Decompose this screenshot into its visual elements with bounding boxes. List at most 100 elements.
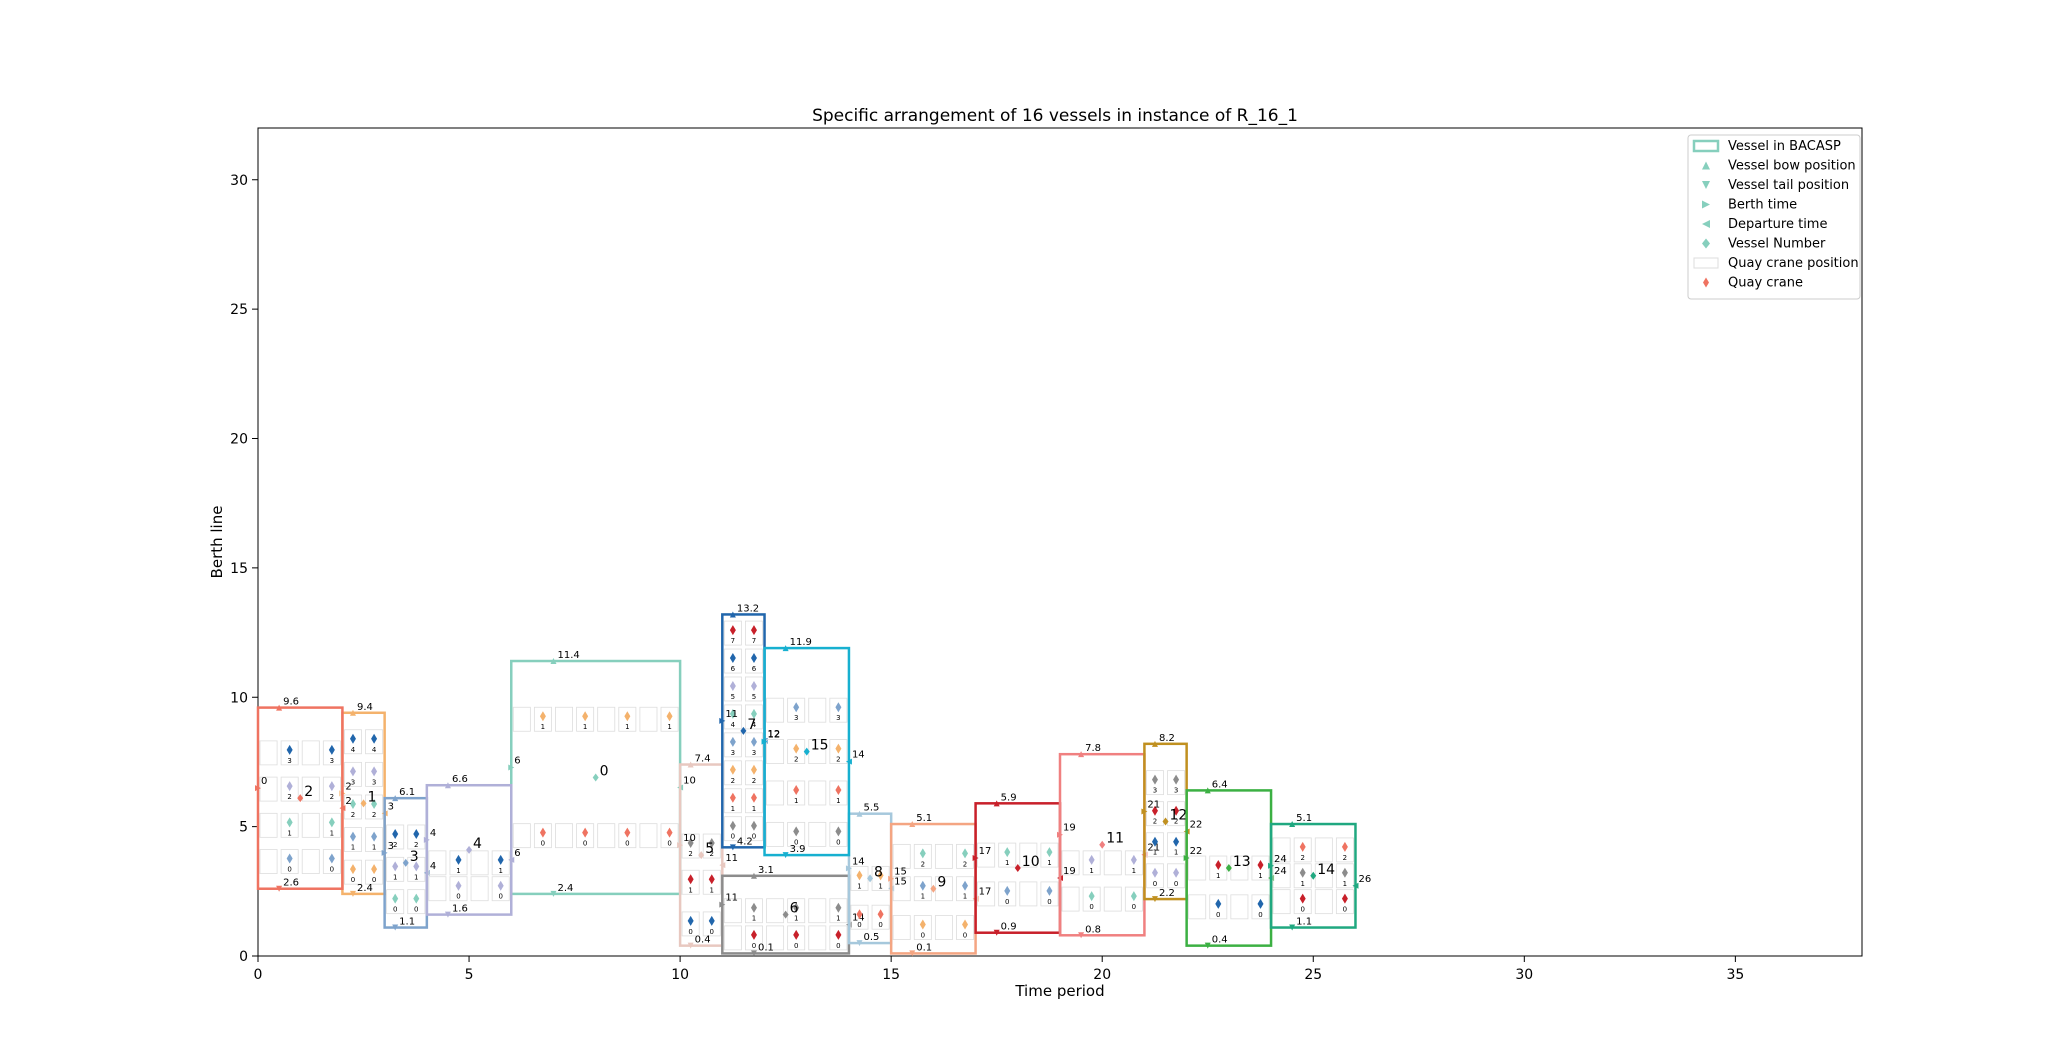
x-tick-label: 10	[671, 967, 689, 983]
quay-crane-position	[386, 824, 405, 850]
quay-crane-position	[322, 776, 341, 802]
y-tick-label: 30	[230, 173, 248, 189]
berth-time-label: 22	[1190, 846, 1203, 857]
vessel-bow-label: 5.1	[916, 813, 932, 824]
x-tick-label: 5	[465, 967, 474, 983]
quay-crane-position	[1124, 850, 1143, 876]
vessel-number-label: 1	[368, 789, 377, 805]
legend-item: Quay crane	[1703, 276, 1803, 291]
vessel-number-marker	[1099, 840, 1106, 849]
quay-crane-position	[745, 816, 763, 842]
quay-crane	[877, 909, 884, 920]
vessel-13: 0 0 1 1 6.4 0.4 22 24 13	[1183, 779, 1287, 949]
quay-crane-position	[850, 904, 869, 930]
vessel-number-label: 14	[1317, 862, 1335, 878]
vessel-bow-label: 6.4	[1212, 779, 1228, 790]
quay-crane-number: 0	[1132, 903, 1136, 911]
quay-crane-position	[1061, 886, 1080, 912]
quay-crane-position	[766, 780, 785, 806]
quay-crane	[392, 893, 399, 904]
quay-crane-number: 1	[963, 893, 967, 901]
quay-crane-position	[407, 856, 426, 882]
quay-crane-position	[1314, 837, 1333, 863]
vessel-bow-label: 7.4	[695, 754, 711, 765]
quay-crane-position	[428, 876, 447, 902]
quay-crane-number: 1	[731, 805, 735, 813]
departure-time-label: 21	[1147, 843, 1160, 854]
quay-crane-position	[344, 827, 362, 852]
quay-crane	[371, 831, 378, 842]
quay-crane	[1130, 854, 1137, 865]
quay-crane-number: 1	[393, 873, 397, 881]
quay-crane	[455, 854, 462, 865]
berth-time-label: 3	[388, 841, 394, 852]
quay-crane-position	[977, 881, 996, 907]
quay-crane	[1299, 841, 1306, 852]
vessel-tail-label: 0.5	[864, 932, 880, 943]
quay-crane-position	[1230, 894, 1249, 920]
vessel-tail-marker	[993, 929, 1000, 936]
quay-crane-number: 0	[456, 893, 460, 901]
quay-crane-number: 2	[688, 850, 692, 858]
quay-crane-position	[491, 850, 510, 876]
vessel-bow-marker	[750, 872, 757, 879]
quay-crane-position	[1019, 881, 1038, 907]
berth-time-marker	[508, 764, 515, 771]
quay-crane-position	[365, 794, 384, 820]
quay-crane	[729, 820, 736, 831]
quay-crane-number: 7	[731, 637, 735, 645]
legend-label: Vessel tail position	[1728, 178, 1849, 193]
vessel-bow-marker	[1151, 740, 1158, 747]
quay-crane	[729, 792, 736, 803]
berth-time-label: 24	[1274, 854, 1287, 865]
quay-crane	[750, 929, 757, 940]
vessel-bow-marker	[1289, 821, 1296, 828]
vessel-tail-label: 2.6	[283, 878, 299, 889]
quay-crane-number: 1	[667, 723, 671, 731]
quay-crane-number: 1	[794, 797, 798, 805]
quay-crane-number: 3	[836, 714, 840, 722]
quay-crane-number: 2	[921, 860, 925, 868]
quay-crane-position	[766, 697, 785, 723]
vessel-number-marker	[740, 726, 747, 735]
berth-time-label: 11	[725, 709, 738, 720]
legend-item: Quay crane position	[1693, 256, 1859, 271]
quay-crane-number: 1	[836, 797, 840, 805]
quay-crane-number: 2	[963, 860, 967, 868]
quay-crane-position	[934, 843, 953, 869]
quay-crane-position	[956, 915, 974, 940]
vessel-bow-label: 5.9	[1001, 792, 1017, 803]
vessel-number-marker	[592, 773, 599, 782]
vessel-tail-label: 0.1	[758, 942, 774, 953]
quay-crane-position	[723, 816, 742, 842]
vessel-number-label: 13	[1233, 854, 1251, 870]
quay-crane-number: 1	[1258, 872, 1262, 880]
quay-crane	[793, 826, 800, 837]
quay-crane-position	[1272, 889, 1291, 915]
vessel-tail-marker	[1204, 942, 1211, 949]
quay-crane	[286, 853, 293, 864]
quay-crane-position	[660, 823, 679, 849]
quay-crane-number: 1	[372, 844, 376, 852]
vessel-bow-marker	[1078, 751, 1085, 758]
quay-crane-position	[787, 821, 806, 847]
vessel-tail-marker	[1078, 932, 1085, 939]
vessel-bow-marker	[729, 611, 736, 618]
quay-crane	[371, 766, 378, 777]
vessel-number-marker	[1225, 864, 1232, 873]
quay-crane	[349, 733, 356, 744]
vessel-bow-label: 9.6	[283, 697, 299, 708]
quay-crane-number: 3	[731, 749, 735, 757]
vessel-bow-label: 9.4	[357, 702, 373, 713]
vessel-8: 0 0 1 1 5.5 0.5 14 15 8	[845, 803, 907, 947]
quay-crane	[835, 702, 842, 713]
vessel-bow-label: 5.5	[864, 803, 880, 814]
quay-crane-number: 7	[752, 637, 756, 645]
quay-crane	[1173, 867, 1180, 878]
quay-crane-position	[533, 823, 552, 849]
vessel-tail-marker	[687, 942, 694, 949]
vessel-bow-label: 6.1	[399, 787, 415, 798]
quay-crane-number: 1	[836, 915, 840, 923]
